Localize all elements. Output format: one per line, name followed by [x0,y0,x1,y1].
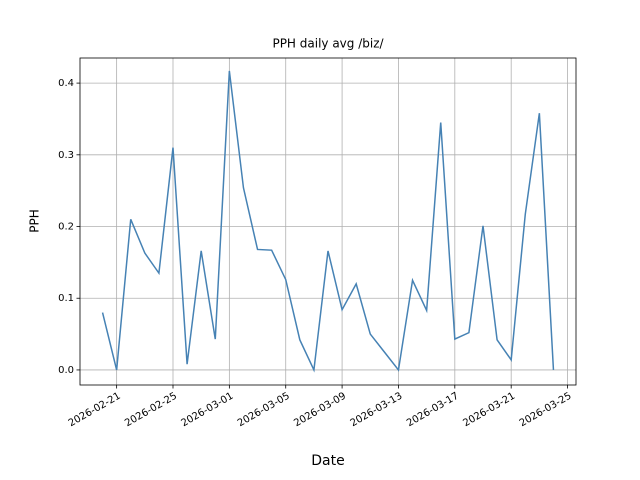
y-tick-label: 0.4 [58,78,74,89]
chart-title: PPH daily avg /biz/ [272,37,384,51]
y-tick-label: 0.0 [58,365,74,376]
x-tick-label: 2026-03-17 [405,391,461,430]
y-tick-label: 0.2 [58,222,74,233]
y-tick-label: 0.3 [58,150,74,161]
x-tick-label: 2026-02-25 [123,391,179,430]
x-tick-label: 2026-03-05 [236,391,292,430]
x-tick-label: 2026-03-01 [180,391,236,430]
x-tick-label: 2026-03-09 [292,391,348,430]
x-tick-label: 2026-03-21 [461,391,517,430]
data-line [101,70,555,373]
x-tick-label: 2026-03-13 [349,391,405,430]
x-axis-label: Date [311,453,344,469]
plot-frame [79,57,577,386]
x-tick-label: 2026-03-25 [518,391,574,430]
y-axis-label: PPH [28,209,42,233]
y-tick-label: 0.1 [58,293,74,304]
x-tick-label: 2026-02-21 [67,391,123,430]
